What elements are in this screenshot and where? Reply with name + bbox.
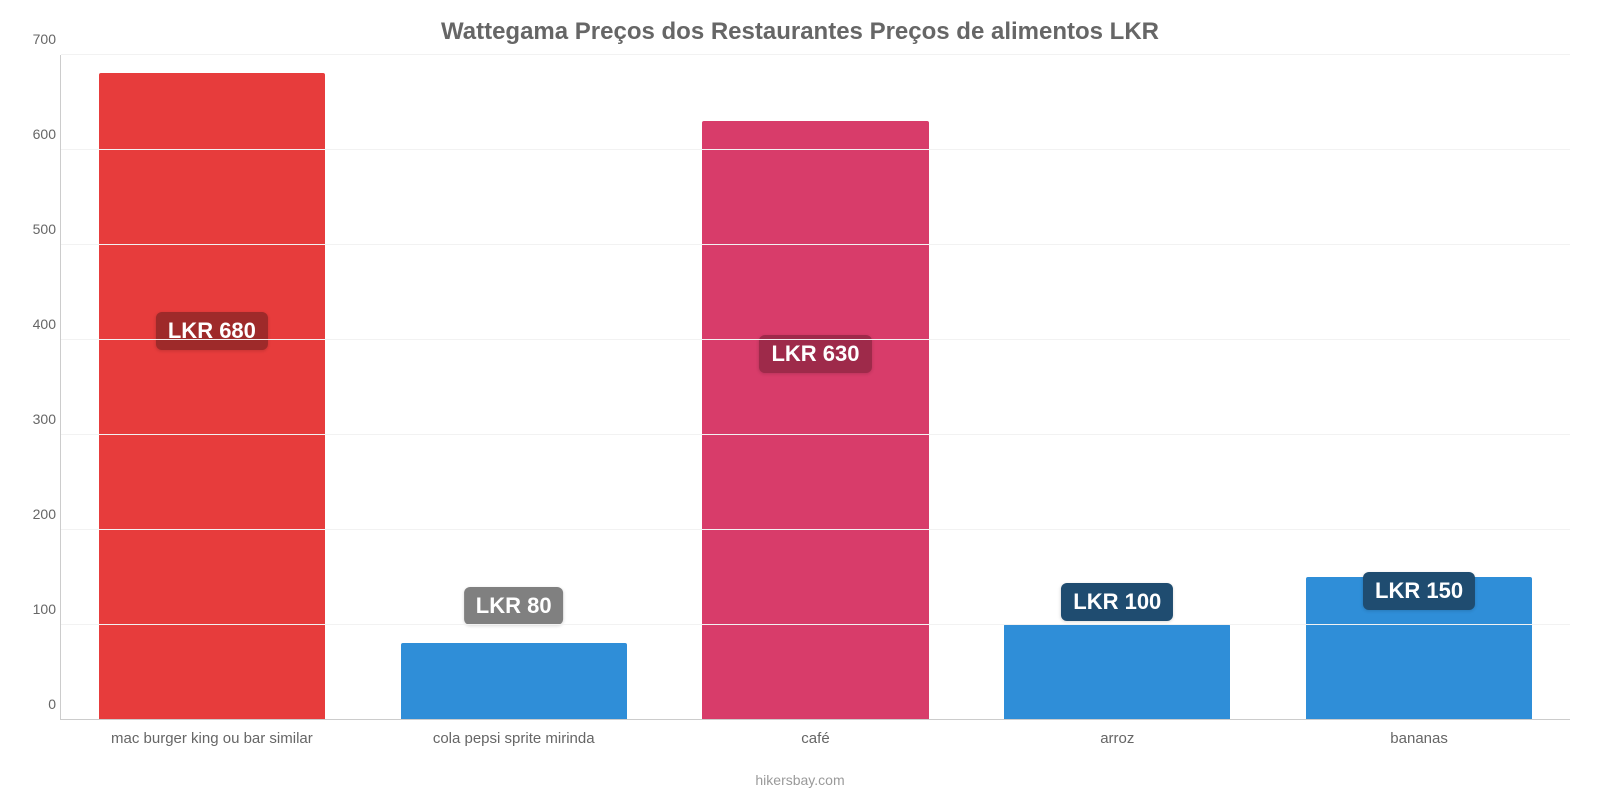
bar — [1004, 624, 1230, 719]
bar-slot: mac burger king ou bar similarLKR 680 — [61, 55, 363, 720]
x-axis-tick-label: café — [801, 720, 829, 747]
grid-line — [61, 624, 1570, 625]
bar-slot: arrozLKR 100 — [966, 55, 1268, 720]
bar-slot: caféLKR 630 — [665, 55, 967, 720]
bar-group: mac burger king ou bar similarLKR 680col… — [61, 55, 1570, 720]
bar-slot: bananasLKR 150 — [1268, 55, 1570, 720]
y-axis-tick-label: 400 — [16, 316, 56, 332]
y-axis-tick-label: 600 — [16, 126, 56, 142]
y-axis-tick-label: 200 — [16, 506, 56, 522]
bar — [702, 121, 928, 720]
grid-line — [61, 149, 1570, 150]
y-axis-tick-label: 500 — [16, 221, 56, 237]
grid-line — [61, 244, 1570, 245]
chart-container: Wattegama Preços dos Restaurantes Preços… — [0, 0, 1600, 800]
grid-line — [61, 529, 1570, 530]
x-axis-tick-label: cola pepsi sprite mirinda — [433, 720, 595, 747]
x-axis-tick-label: mac burger king ou bar similar — [111, 720, 313, 747]
value-badge: LKR 680 — [156, 312, 268, 350]
grid-line — [61, 339, 1570, 340]
x-axis-tick-label: arroz — [1100, 720, 1134, 747]
bar-slot: cola pepsi sprite mirindaLKR 80 — [363, 55, 665, 720]
y-axis-tick-label: 100 — [16, 601, 56, 617]
attribution-text: hikersbay.com — [755, 772, 844, 788]
y-axis-tick-label: 300 — [16, 411, 56, 427]
value-badge: LKR 80 — [464, 587, 564, 625]
value-badge: LKR 150 — [1363, 572, 1475, 610]
y-axis-tick-label: 700 — [16, 31, 56, 47]
y-axis-tick-label: 0 — [16, 696, 56, 712]
value-badge: LKR 100 — [1061, 583, 1173, 621]
bar — [99, 73, 325, 719]
plot-area: mac burger king ou bar similarLKR 680col… — [60, 55, 1570, 720]
chart-title: Wattegama Preços dos Restaurantes Preços… — [0, 0, 1600, 46]
value-badge: LKR 630 — [759, 335, 871, 373]
x-axis-tick-label: bananas — [1390, 720, 1448, 747]
grid-line — [61, 54, 1570, 55]
grid-line — [61, 719, 1570, 720]
bar — [401, 643, 627, 719]
grid-line — [61, 434, 1570, 435]
